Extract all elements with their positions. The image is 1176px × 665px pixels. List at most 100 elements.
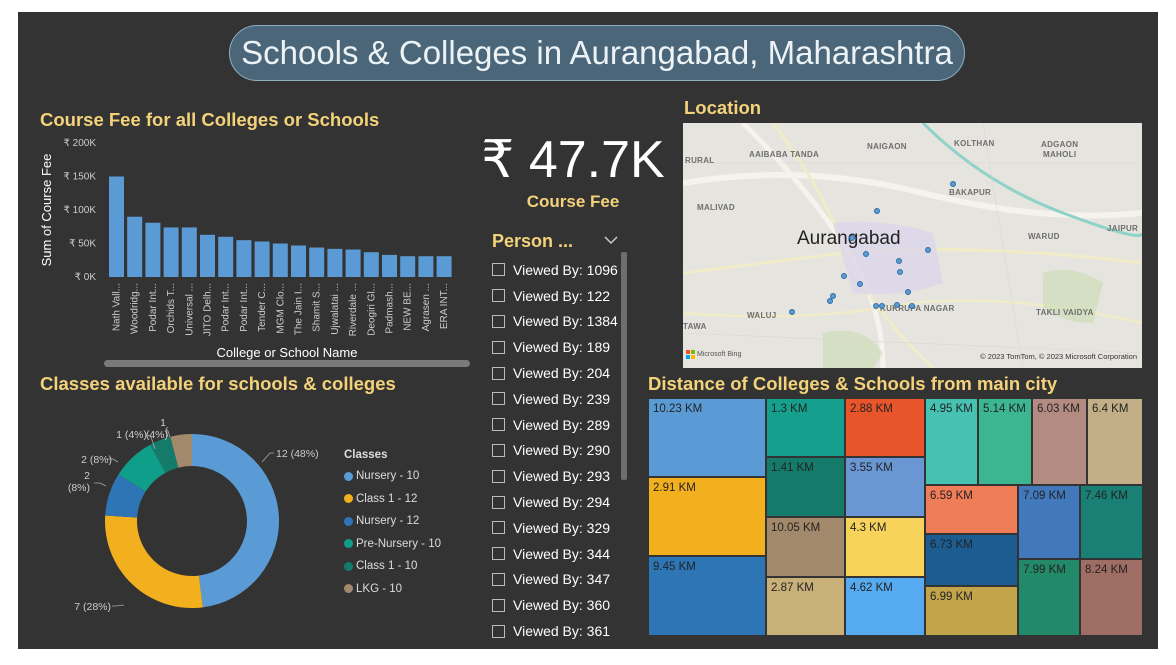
map-marker[interactable] — [827, 298, 833, 304]
checkbox[interactable] — [492, 521, 505, 535]
donut-slice[interactable] — [150, 436, 179, 473]
map-marker[interactable] — [896, 258, 902, 264]
bar[interactable] — [163, 227, 179, 277]
donut-chart[interactable]: 12 (48%) 7 (28%) 2(8%) 2 (8%) 1 (4%)(4%)1 — [18, 407, 338, 637]
bar[interactable] — [200, 234, 215, 277]
slicer-item[interactable]: Viewed By: 290 — [492, 438, 627, 464]
bar[interactable] — [254, 241, 270, 277]
checkbox[interactable] — [492, 340, 505, 354]
bar[interactable] — [145, 222, 161, 277]
treemap-tile[interactable]: 6.4 KM — [1087, 398, 1143, 485]
map-marker[interactable] — [925, 247, 931, 253]
slicer-item[interactable]: Viewed By: 344 — [492, 541, 627, 567]
legend-item[interactable]: Pre-Nursery - 10 — [344, 533, 441, 556]
treemap-tile[interactable]: 5.14 KM — [978, 398, 1032, 485]
slicer-item[interactable]: Viewed By: 189 — [492, 334, 627, 360]
treemap-tile[interactable]: 1.3 KM — [766, 398, 845, 457]
donut-slice[interactable] — [118, 444, 166, 492]
checkbox[interactable] — [492, 289, 505, 303]
chevron-down-icon[interactable] — [604, 232, 618, 248]
bar[interactable] — [127, 216, 143, 277]
map-marker[interactable] — [789, 309, 795, 315]
checkbox[interactable] — [492, 443, 505, 457]
treemap-tile[interactable]: 4.3 KM — [845, 517, 925, 577]
treemap-tile[interactable]: 6.03 KM — [1032, 398, 1087, 485]
treemap-tile[interactable]: 10.23 KM — [648, 398, 766, 477]
checkbox[interactable] — [492, 547, 505, 561]
slicer-item[interactable]: Viewed By: 360 — [492, 592, 627, 618]
slicer-item[interactable]: Viewed By: 329 — [492, 515, 627, 541]
bar-chart-scrollbar[interactable] — [104, 360, 470, 367]
bar[interactable] — [327, 248, 343, 277]
treemap-tile[interactable]: 1.41 KM — [766, 457, 845, 517]
map-marker[interactable] — [873, 303, 879, 309]
treemap-tile[interactable]: 4.95 KM — [925, 398, 978, 485]
checkbox[interactable] — [492, 392, 505, 406]
map-marker[interactable] — [849, 235, 855, 241]
legend-item[interactable]: Nursery - 12 — [344, 510, 441, 533]
treemap-tile[interactable]: 3.55 KM — [845, 457, 925, 517]
legend-item[interactable]: Class 1 - 12 — [344, 488, 441, 511]
legend-item[interactable]: Class 1 - 10 — [344, 555, 441, 578]
bar[interactable] — [218, 236, 234, 277]
map-marker[interactable] — [857, 281, 863, 287]
slicer-item[interactable]: Viewed By: 1384 — [492, 309, 627, 335]
checkbox[interactable] — [492, 366, 505, 380]
donut-slice[interactable] — [104, 515, 203, 608]
treemap-tile[interactable]: 9.45 KM — [648, 556, 766, 636]
treemap-tile[interactable]: 7.09 KM — [1018, 485, 1080, 559]
bar[interactable] — [236, 240, 252, 277]
map-marker[interactable] — [879, 303, 885, 309]
treemap-tile[interactable]: 7.46 KM — [1080, 485, 1143, 559]
checkbox[interactable] — [492, 418, 505, 432]
map-marker[interactable] — [830, 293, 836, 299]
map-marker[interactable] — [905, 289, 911, 295]
slicer-item[interactable]: Viewed By: 361 — [492, 618, 627, 644]
map-marker[interactable] — [863, 251, 869, 257]
location-map[interactable]: NAIGAON KOLTHAN ADGAON MAHOLI AAIBABA TA… — [683, 123, 1142, 368]
bar[interactable] — [363, 252, 379, 277]
legend-item[interactable]: LKG - 10 — [344, 578, 441, 601]
bar[interactable] — [272, 243, 288, 278]
slicer-scrollbar[interactable] — [621, 252, 627, 480]
bar[interactable] — [345, 249, 361, 277]
bar[interactable] — [382, 254, 397, 277]
checkbox[interactable] — [492, 624, 505, 638]
checkbox[interactable] — [492, 598, 505, 612]
slicer-item[interactable]: Viewed By: 293 — [492, 463, 627, 489]
bar[interactable] — [309, 247, 325, 277]
donut-slice[interactable] — [105, 474, 146, 518]
treemap-tile[interactable]: 2.88 KM — [845, 398, 925, 457]
treemap-tile[interactable]: 2.87 KM — [766, 577, 845, 636]
bar[interactable] — [400, 256, 416, 277]
map-marker[interactable] — [874, 208, 880, 214]
legend-item[interactable]: Nursery - 10 — [344, 465, 441, 488]
distance-treemap[interactable]: 10.23 KM 2.91 KM 9.45 KM 1.3 KM 1.41 KM 10.05… — [648, 398, 1143, 636]
map-marker[interactable] — [909, 303, 915, 309]
treemap-tile[interactable]: 6.73 KM — [925, 534, 1018, 586]
treemap-tile[interactable]: 6.99 KM — [925, 586, 1018, 636]
slicer-item[interactable]: Viewed By: 294 — [492, 489, 627, 515]
treemap-tile[interactable]: 6.59 KM — [925, 485, 1018, 534]
slicer-item[interactable]: Viewed By: 122 — [492, 283, 627, 309]
checkbox[interactable] — [492, 263, 505, 277]
map-marker[interactable] — [897, 269, 903, 275]
map-marker[interactable] — [894, 302, 900, 308]
checkbox[interactable] — [492, 495, 505, 509]
treemap-tile[interactable]: 10.05 KM — [766, 517, 845, 577]
slicer-item[interactable]: Viewed By: 204 — [492, 360, 627, 386]
bar-chart[interactable]: ₹ 0K ₹ 50K ₹ 100K ₹ 150K ₹ 200K Sum of Course… — [18, 132, 478, 362]
bar[interactable] — [291, 245, 306, 277]
treemap-tile[interactable]: 2.91 KM — [648, 477, 766, 556]
donut-slice[interactable] — [170, 434, 192, 468]
map-marker[interactable] — [841, 273, 847, 279]
slicer-item[interactable]: Viewed By: 347 — [492, 567, 627, 593]
treemap-tile[interactable]: 4.62 KM — [845, 577, 925, 636]
treemap-tile[interactable]: 8.24 KM — [1080, 559, 1143, 636]
donut-slice[interactable] — [192, 434, 279, 608]
slicer-item[interactable]: Viewed By: 289 — [492, 412, 627, 438]
slicer-item[interactable]: Viewed By: 1096 — [492, 257, 627, 283]
bar[interactable] — [181, 227, 197, 277]
bar[interactable] — [109, 176, 124, 278]
bar[interactable] — [418, 256, 434, 277]
